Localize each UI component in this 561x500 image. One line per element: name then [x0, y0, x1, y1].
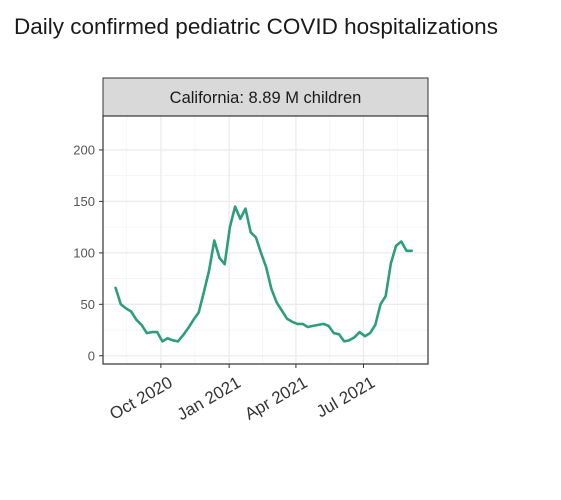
y-tick-label: 200	[73, 142, 95, 157]
plot-border	[102, 115, 429, 365]
facet-strip	[102, 77, 429, 117]
series-line	[114, 205, 413, 343]
minor-grid	[103, 116, 428, 364]
y-tick-label: 100	[73, 245, 95, 260]
y-axis: 0 50 100 150 200	[73, 142, 103, 363]
y-tick-label: 150	[73, 194, 95, 209]
y-tick-label: 50	[81, 297, 95, 312]
plot-panel	[103, 116, 428, 364]
y-tick-label: 0	[88, 348, 95, 363]
x-tick-label: Jul 2021	[313, 373, 378, 422]
x-tick-label: Apr 2021	[241, 373, 310, 424]
facet-label: California: 8.89 M children	[170, 89, 362, 107]
chart-title: Daily confirmed pediatric COVID hospital…	[14, 14, 498, 39]
x-tick-label: Oct 2020	[106, 373, 175, 424]
x-tick-label: Jan 2021	[174, 373, 244, 424]
